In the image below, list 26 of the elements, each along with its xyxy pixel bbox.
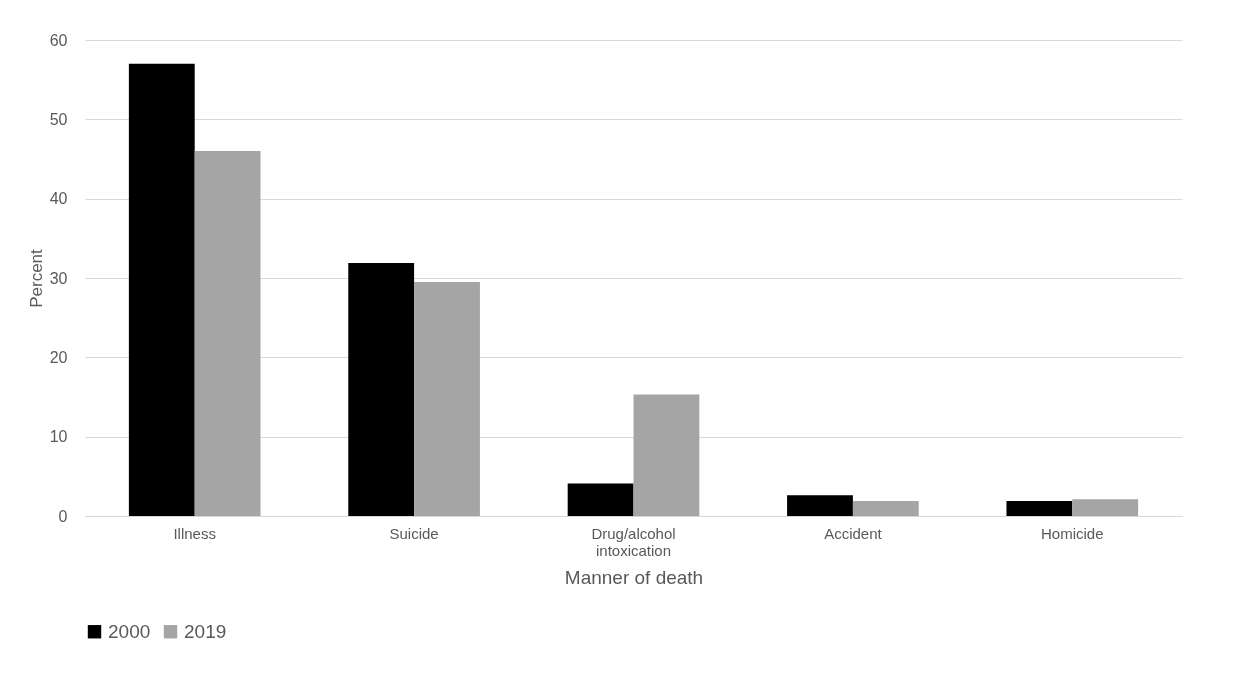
legend-label: 2019 [184, 620, 227, 642]
y-tick-label: 0 [58, 507, 68, 525]
x-tick-label: Illness [173, 524, 216, 542]
bar [194, 151, 261, 516]
x-tick-label: Homicide [1041, 524, 1104, 542]
x-tick-label: Suicide [389, 524, 439, 542]
y-tick-label: 30 [49, 269, 68, 287]
y-tick-label: 20 [49, 348, 68, 366]
bar [348, 262, 415, 516]
bar [567, 483, 634, 516]
bar [1072, 499, 1139, 516]
bar [128, 63, 195, 516]
y-tick-label: 60 [49, 31, 68, 49]
bar [787, 495, 853, 516]
x-tick-label: Accident [824, 524, 883, 542]
bar [414, 281, 480, 516]
bar [852, 500, 919, 516]
y-tick-label: 10 [49, 428, 68, 446]
y-tick-label: 40 [49, 190, 68, 208]
legend-label: 2000 [108, 620, 151, 642]
y-axis-title: Percent [26, 248, 46, 308]
x-tick-label: Drug/alcohol intoxication [591, 524, 676, 559]
bar [1006, 500, 1073, 516]
x-axis-title: Manner of death [564, 566, 704, 588]
bar [633, 394, 700, 516]
y-tick-label: 50 [49, 110, 68, 128]
